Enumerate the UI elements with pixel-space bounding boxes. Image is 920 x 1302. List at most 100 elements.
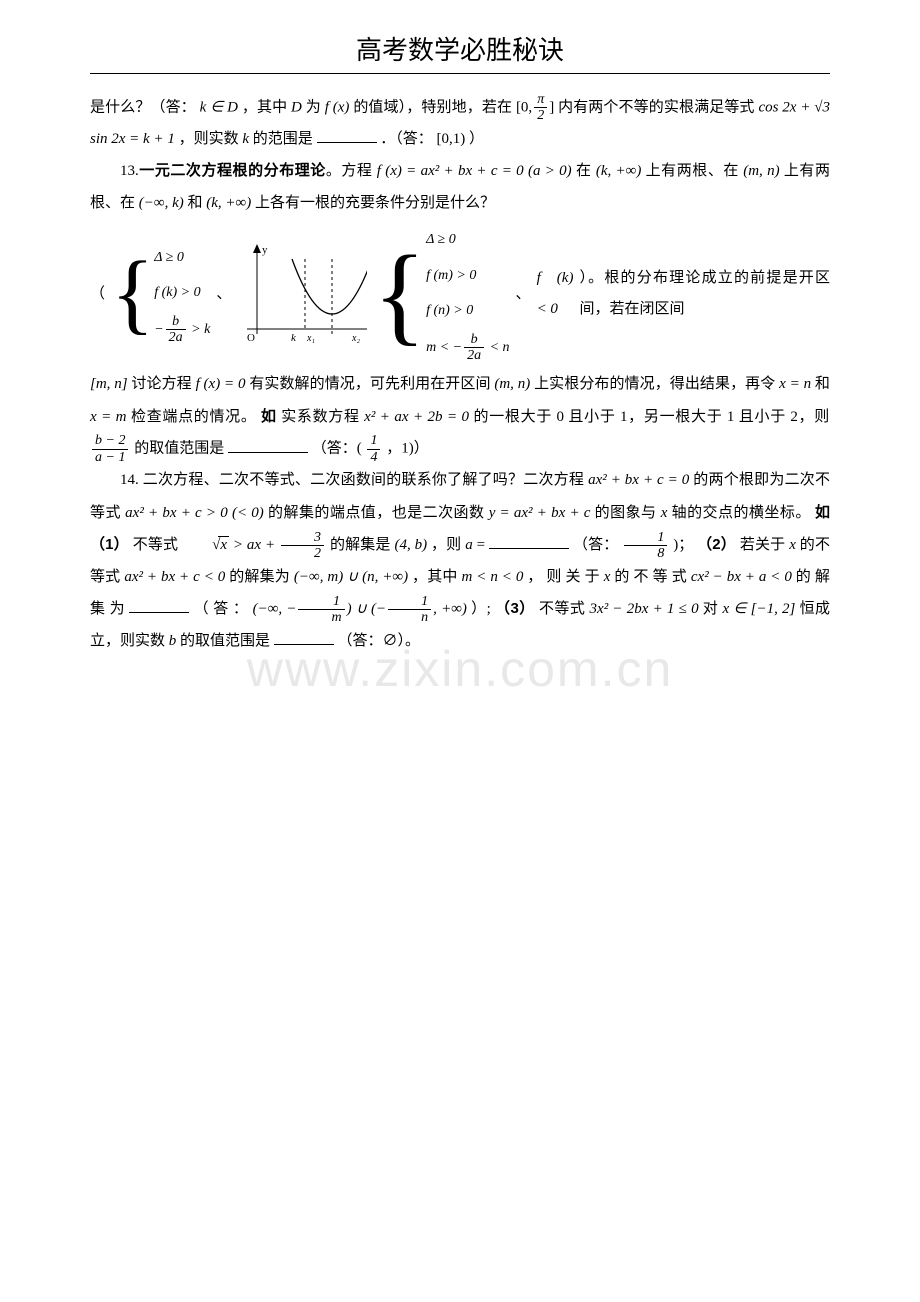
text: 检查端点的情况。 — [131, 409, 257, 425]
math: k ∈ D — [200, 99, 238, 115]
open-paren: （ — [90, 279, 105, 311]
text: 实系数方程 — [281, 409, 364, 425]
item-number: 14. — [120, 472, 139, 488]
axis-y-label: y — [262, 244, 268, 256]
text: 是什么？（答： — [90, 99, 196, 115]
text: ．（答： — [380, 131, 433, 147]
text: ） — [469, 131, 484, 147]
cond-line: f (m) > 0 — [426, 261, 509, 290]
math: y = ax² + bx + c — [489, 505, 591, 521]
math: cx² − bx + a < 0 — [691, 569, 792, 585]
text: ）; — [471, 601, 491, 617]
text: 在 — [572, 163, 596, 179]
cond-line: −b2a > k — [154, 314, 210, 346]
x1-label: x₁ — [306, 333, 315, 344]
text: 的值域），特别地，若在 — [353, 99, 512, 115]
math: x — [789, 537, 796, 553]
text: 二次方程、二次不等式、二次函数间的联系你了解了吗？二次方程 — [143, 472, 588, 488]
text: （答： — [573, 537, 618, 553]
text: ， 则 关 于 — [527, 569, 604, 585]
example-marker: 如 — [261, 408, 277, 425]
text: = — [477, 537, 485, 553]
math: ax² + bx + c = 0 — [588, 472, 689, 488]
text: ，则 — [431, 537, 465, 553]
text: 上各有一根的充要条件分别是什么？ — [251, 195, 495, 211]
para-intro: 是什么？（答： k ∈ D ，其中 D 为 f (x) 的值域），特别地，若在 … — [90, 92, 830, 155]
example-marker: （2） — [697, 536, 736, 553]
brace-icon: { — [373, 250, 426, 338]
text: 的图象与 — [595, 505, 661, 521]
math: [0,1) — [437, 131, 466, 147]
k-label: k — [291, 332, 297, 344]
text: 的 不 等 式 — [614, 569, 691, 585]
text: （ 答 ： — [194, 601, 249, 617]
math: x = n — [779, 376, 811, 392]
math: k — [242, 131, 249, 147]
math: (m, n) — [494, 376, 530, 392]
text: 的范围是 — [253, 131, 313, 147]
item-number: 13. — [120, 163, 139, 179]
text: 若关于 — [740, 537, 789, 553]
text: 为 — [306, 99, 325, 115]
fraction: 1m — [296, 594, 346, 626]
text: 不等式 — [539, 601, 590, 617]
parabola-graph: y x O k x₁ x₂ (a>0) — [237, 239, 367, 349]
text: 的取值范围是 — [180, 633, 270, 649]
subtitle: 一元二次方程根的分布理论 — [139, 162, 326, 179]
fraction: b − 2a − 1 — [90, 433, 130, 465]
text: ，1)） — [386, 441, 429, 457]
math: (4, b) — [394, 537, 427, 553]
math: b — [169, 633, 177, 649]
cond-line: Δ ≥ 0 — [426, 225, 509, 254]
math: f (x) — [325, 99, 350, 115]
text: 的解集为 — [229, 569, 294, 585]
text: 和 — [815, 376, 830, 392]
math: f (x) = ax² + bx + c = 0 (a > 0) — [377, 163, 572, 179]
math: f (k) < 0 — [537, 263, 574, 326]
separator: 、 — [216, 279, 231, 311]
math: 3x² − 2bx + 1 ≤ 0 — [590, 601, 699, 617]
math: ] — [549, 99, 554, 115]
para-14: 14. 二次方程、二次不等式、二次函数间的联系你了解了吗？二次方程 ax² + … — [90, 465, 830, 657]
text: （答：( — [312, 441, 362, 457]
fraction: 1n — [386, 594, 433, 626]
text: 。方程 — [326, 163, 377, 179]
blank-line — [274, 629, 334, 645]
math: (−∞, − — [253, 601, 297, 617]
cond-line: f (n) > 0 — [426, 296, 509, 325]
math: x = m — [90, 409, 127, 425]
condition-block-2: { Δ ≥ 0 f (m) > 0 f (n) > 0 m < −b2a < n — [373, 225, 509, 363]
brace-icon: { — [111, 258, 154, 330]
conditions-row: （ { Δ ≥ 0 f (k) > 0 −b2a > k 、 y — [90, 225, 830, 363]
example-marker: （3） — [495, 600, 535, 617]
text: 的解集是 — [330, 537, 391, 553]
math: x — [661, 505, 668, 521]
math: a — [465, 537, 473, 553]
math: > ax + — [233, 537, 275, 553]
text: ，其中 — [412, 569, 462, 585]
fraction: 14 — [365, 433, 382, 465]
math: x² + ax + 2b = 0 — [364, 409, 469, 425]
text: ，其中 — [242, 99, 291, 115]
math: (−∞, m) ∪ (n, +∞) — [294, 569, 408, 585]
math: (−∞, k) — [139, 195, 184, 211]
blank-line — [317, 127, 377, 143]
cond-line: Δ ≥ 0 — [154, 243, 210, 272]
text: 内有两个不等的实根满足等式 — [558, 99, 754, 115]
fraction: 32 — [279, 530, 326, 562]
math: x — [604, 569, 611, 585]
text: ）。根的分布理论成立的前提是开区间，若在闭区间 — [579, 263, 830, 326]
math: f (x) = 0 — [196, 376, 246, 392]
text: 上有两根、在 — [641, 163, 743, 179]
blank-line — [129, 597, 189, 613]
math: (k, +∞) — [596, 163, 642, 179]
text: 的解集的端点值，也是二次函数 — [268, 505, 489, 521]
math: x ∈ [−1, 2] — [722, 601, 795, 617]
cond-line: f (k) > 0 — [154, 278, 210, 307]
text: ，则实数 — [179, 131, 243, 147]
blank-line — [228, 437, 308, 453]
math: (k, +∞) — [206, 195, 251, 211]
math: [0, — [516, 99, 532, 115]
text: )； — [673, 537, 693, 553]
condition-block-1: { Δ ≥ 0 f (k) > 0 −b2a > k — [111, 243, 210, 346]
